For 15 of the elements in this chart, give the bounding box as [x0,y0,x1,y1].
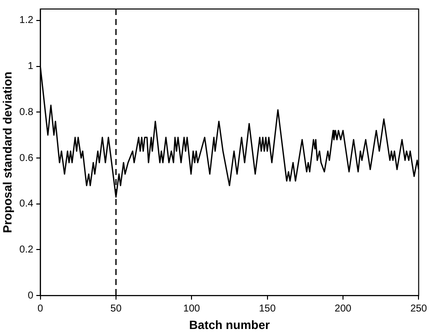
x-tick-label: 0 [38,303,44,314]
y-tick-label: 0.8 [19,106,34,118]
y-tick-label: 0.6 [19,152,34,164]
x-tick-label: 250 [410,303,428,314]
x-tick-label: 150 [258,303,276,314]
y-tick-label: 0.4 [19,198,34,210]
y-axis-title: Proposal standard deviation [0,72,15,233]
y-tick-label: 1.2 [19,15,34,26]
y-tick-label: 1 [28,61,34,72]
x-tick-label: 50 [110,303,122,314]
x-tick-label: 100 [183,303,200,314]
x-tick-label: 200 [334,303,352,314]
x-axis-title: Batch number [189,318,270,332]
y-tick-label: 0.2 [19,244,34,256]
y-tick-label: 0 [28,290,34,302]
